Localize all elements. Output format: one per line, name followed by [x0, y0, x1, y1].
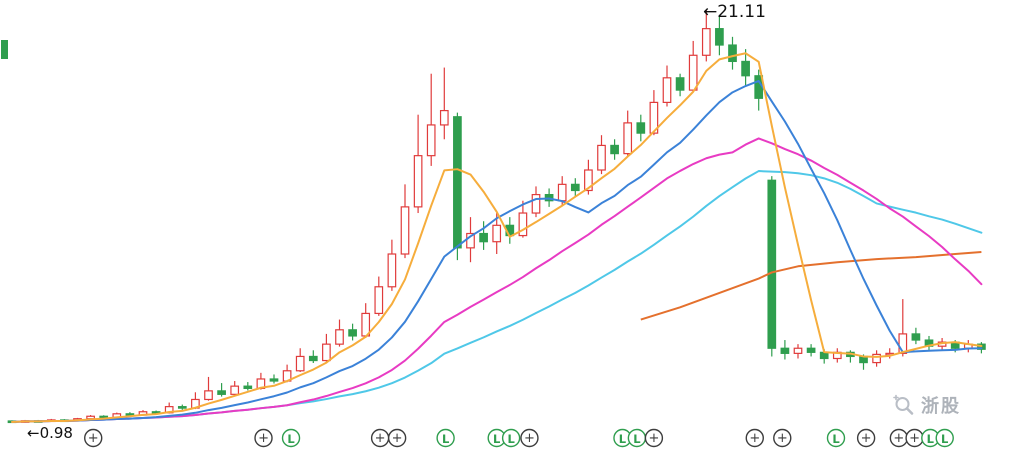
event-marker-L[interactable]: L — [487, 428, 506, 448]
candle-body — [308, 355, 318, 362]
candle-body — [322, 343, 331, 362]
candle-body — [439, 109, 449, 126]
watermark: 浙股 — [892, 392, 961, 418]
candle-body — [387, 253, 397, 288]
candle-body — [374, 286, 384, 315]
candle-body — [348, 329, 357, 337]
event-marker-L[interactable]: L — [501, 428, 521, 448]
event-marker-plus[interactable]: + — [773, 428, 792, 448]
peak-price-label: ←21.11 — [703, 2, 766, 22]
svg-text:L: L — [927, 432, 935, 446]
event-marker-plus[interactable]: + — [387, 428, 407, 448]
candle-body — [688, 54, 698, 91]
event-marker-L[interactable]: L — [436, 428, 455, 448]
candle-body — [649, 101, 659, 134]
event-marker-plus[interactable]: + — [856, 428, 876, 448]
candle-body — [898, 333, 908, 354]
candle-body — [715, 28, 724, 46]
event-markers-row: + + L + + L L L + L L + + + L + + + L L — [84, 428, 954, 448]
candle-body — [269, 378, 279, 382]
candle-body — [400, 206, 410, 255]
ma-long-line — [11, 170, 983, 423]
candle-body — [531, 193, 541, 214]
event-marker-plus[interactable]: + — [889, 428, 909, 448]
candle-body — [623, 122, 633, 155]
event-marker-L[interactable]: L — [627, 428, 647, 448]
event-marker-plus[interactable]: + — [84, 428, 103, 448]
svg-text:+: + — [88, 431, 99, 446]
candle-body — [741, 60, 750, 77]
ma-mid-line — [11, 79, 983, 423]
candle-body — [466, 232, 475, 249]
svg-text:L: L — [941, 432, 949, 446]
watermark-text: 浙股 — [921, 396, 961, 416]
candle-body — [243, 385, 253, 390]
start-price-label: ←0.98 — [27, 424, 73, 442]
candle-body — [570, 183, 580, 192]
event-marker-plus[interactable]: + — [745, 428, 764, 448]
svg-text:+: + — [909, 431, 920, 446]
svg-text:L: L — [619, 432, 627, 446]
candle-body — [728, 44, 737, 63]
event-marker-L[interactable]: L — [281, 428, 301, 448]
svg-text:+: + — [777, 431, 788, 446]
candle-body — [177, 406, 187, 409]
candle-body — [479, 232, 488, 243]
svg-text:+: + — [258, 431, 269, 446]
ma-fast-line — [11, 52, 983, 423]
candle-body — [806, 347, 816, 353]
event-marker-plus[interactable]: + — [644, 428, 664, 448]
event-marker-plus[interactable]: + — [254, 428, 273, 448]
event-marker-L[interactable]: L — [826, 428, 846, 448]
candle-body — [230, 385, 240, 395]
candle-body — [610, 144, 619, 155]
svg-text:L: L — [287, 432, 295, 446]
svg-text:+: + — [893, 431, 904, 446]
candle-body — [767, 179, 777, 349]
svg-text:+: + — [648, 431, 659, 446]
svg-text:L: L — [493, 432, 501, 446]
candle-body — [872, 353, 881, 364]
candle-body — [636, 122, 646, 134]
event-marker-plus[interactable]: + — [520, 428, 539, 448]
candle-body — [780, 347, 790, 354]
ma-slow-line — [11, 137, 983, 423]
candles-layer — [7, 10, 986, 424]
candle-body — [557, 183, 567, 202]
candle-body — [492, 224, 502, 243]
svg-text:+: + — [749, 431, 760, 446]
left-edge-partial-candle — [1, 40, 8, 59]
svg-text:+: + — [375, 431, 386, 446]
svg-text:+: + — [392, 431, 403, 446]
svg-text:L: L — [633, 432, 641, 446]
candle-body — [518, 212, 528, 237]
candle-body — [413, 155, 423, 208]
svg-text:L: L — [442, 432, 450, 446]
event-marker-L[interactable]: L — [935, 428, 954, 448]
candle-body — [701, 28, 711, 56]
candle-body — [453, 116, 462, 249]
svg-text:L: L — [507, 432, 515, 446]
candle-body — [911, 333, 921, 341]
candle-body — [793, 347, 803, 354]
candle-body — [675, 77, 685, 91]
watermark-logo-icon — [893, 394, 914, 415]
svg-text:L: L — [832, 432, 840, 446]
event-marker-plus[interactable]: + — [905, 428, 924, 448]
candle-body — [335, 329, 344, 345]
candle-body — [426, 124, 436, 157]
ma-year-line — [640, 250, 982, 321]
candle-body — [662, 77, 672, 103]
candle-body — [584, 169, 593, 192]
svg-text:+: + — [861, 431, 872, 446]
event-marker-L[interactable]: L — [613, 428, 632, 448]
candle-body — [597, 144, 606, 171]
candle-body — [204, 390, 213, 401]
candle-body — [295, 355, 305, 372]
candle-body — [217, 390, 226, 395]
event-marker-plus[interactable]: + — [370, 428, 390, 448]
svg-text:+: + — [524, 431, 535, 446]
